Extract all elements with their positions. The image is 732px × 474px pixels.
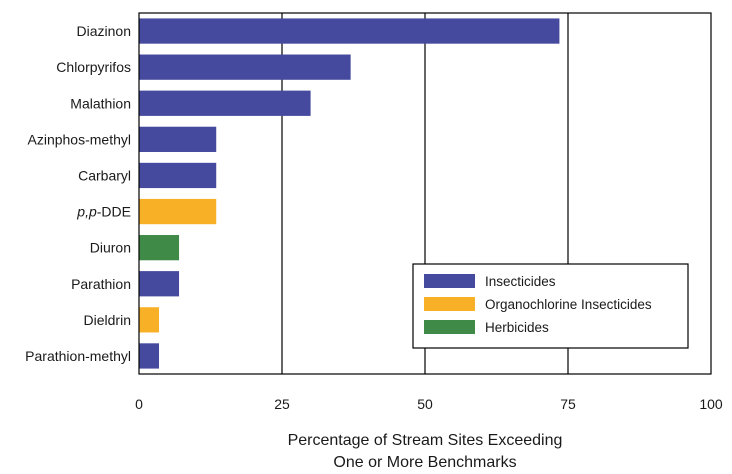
x-axis-title-line: One or More Benchmarks — [333, 454, 516, 471]
category-label: Carbaryl — [78, 167, 131, 183]
x-axis-title-line: Percentage of Stream Sites Exceeding — [288, 432, 563, 449]
category-labels: Diazinon Chlorpyrifos Malathion Azinphos-me… — [25, 23, 131, 364]
legend-swatch-herbicides — [424, 320, 475, 334]
bar-diazinon — [139, 18, 560, 44]
category-label: Diazinon — [77, 23, 131, 39]
category-label: Dieldrin — [84, 312, 131, 328]
legend-label-herbicides: Herbicides — [485, 320, 549, 335]
legend-label-insecticides: Insecticides — [485, 274, 556, 289]
x-tick-label: 50 — [417, 396, 433, 412]
x-tick-label: 25 — [274, 396, 290, 412]
category-label: Parathion — [71, 276, 131, 292]
category-label: Diuron — [90, 240, 131, 256]
x-tick-label: 75 — [560, 396, 576, 412]
bar-parathion-methyl — [139, 343, 160, 369]
bar-azinphos-methyl — [139, 126, 217, 152]
category-label: Azinphos-methyl — [28, 131, 132, 147]
legend: Insecticides Organochlorine Insecticides H… — [412, 263, 689, 349]
bar-chlorpyrifos — [139, 54, 351, 80]
x-tick-label: 100 — [699, 396, 723, 412]
category-label: Malathion — [70, 95, 131, 111]
bar-diuron — [139, 235, 180, 261]
legend-label-organochlorine: Organochlorine Insecticides — [485, 297, 652, 312]
x-tick-label: 0 — [135, 396, 143, 412]
x-axis-title: Percentage of Stream Sites Exceeding One … — [288, 432, 563, 471]
legend-swatch-insecticides — [424, 274, 475, 288]
plot-frame — [138, 12, 712, 375]
legend-swatch-organochlorine — [424, 297, 475, 311]
x-tick-labels: 0 25 50 75 100 — [135, 396, 723, 412]
bar-carbaryl — [139, 162, 217, 189]
bar-malathion — [139, 90, 311, 116]
bar-p-p-dde — [139, 198, 217, 225]
bar-parathion — [139, 271, 180, 297]
category-label: Chlorpyrifos — [56, 59, 131, 75]
category-label: Parathion-methyl — [25, 348, 131, 364]
bars — [139, 18, 560, 369]
category-label: p,p-DDE — [76, 204, 131, 220]
bar-dieldrin — [139, 307, 160, 333]
